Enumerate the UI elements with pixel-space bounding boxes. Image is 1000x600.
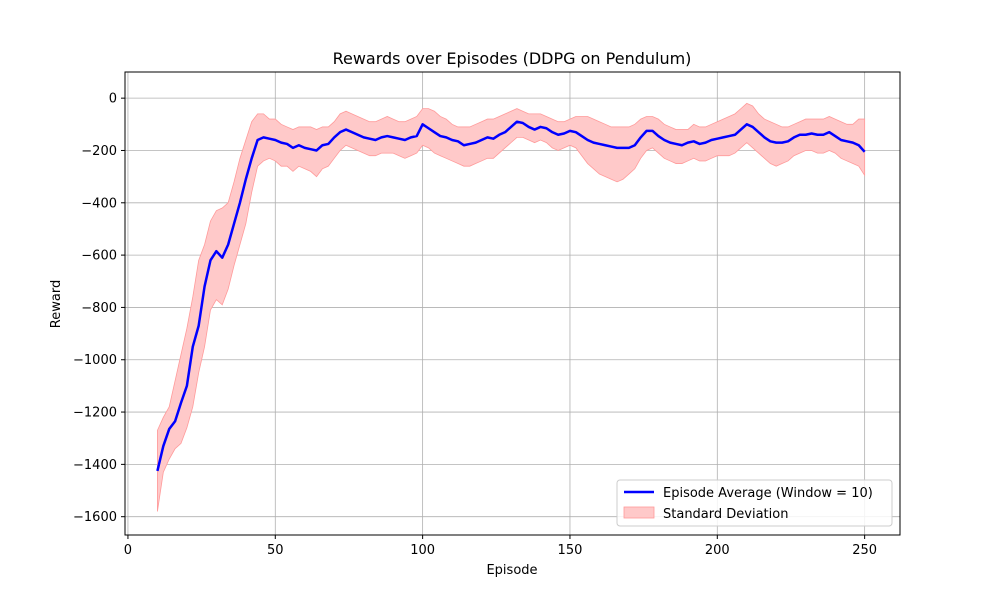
- x-tick-label: 50: [267, 543, 284, 558]
- y-tick-label: −600: [81, 249, 117, 264]
- y-tick-label: 0: [109, 92, 117, 107]
- x-tick-label: 100: [410, 543, 435, 558]
- y-axis-label: Reward: [49, 280, 64, 328]
- legend-band-swatch: [623, 506, 655, 519]
- x-tick-label: 250: [852, 543, 877, 558]
- x-tick-label: 150: [558, 543, 583, 558]
- y-tick-label: −1000: [73, 353, 117, 368]
- plot-frame: [124, 71, 901, 536]
- legend-label-average: Episode Average (Window = 10): [663, 486, 873, 501]
- y-tick-label: −800: [81, 301, 117, 316]
- y-tick-label: −1200: [73, 406, 117, 421]
- average-line-layer: [156, 120, 866, 472]
- x-axis-ticks: 0 50 100 150 200 250: [124, 535, 877, 558]
- x-tick-label: 0: [124, 543, 132, 558]
- legend: Episode Average (Window = 10) Standard D…: [616, 479, 893, 527]
- y-tick-label: −1400: [73, 458, 117, 473]
- y-tick-label: −400: [81, 196, 117, 211]
- legend-box: [616, 479, 893, 527]
- chart-title: Rewards over Episodes (DDPG on Pendulum): [333, 49, 692, 68]
- average-line: [156, 120, 866, 472]
- std-band-layer: [157, 102, 866, 512]
- legend-label-std: Standard Deviation: [663, 507, 788, 522]
- y-axis-ticks: 0 −200 −400 −600 −800 −1000 −1200 −1400 −1600: [73, 92, 125, 525]
- x-tick-label: 200: [705, 543, 730, 558]
- y-tick-label: −200: [81, 144, 117, 159]
- std-band: [157, 102, 866, 512]
- y-tick-label: −1600: [73, 510, 117, 525]
- x-axis-label: Episode: [486, 563, 537, 578]
